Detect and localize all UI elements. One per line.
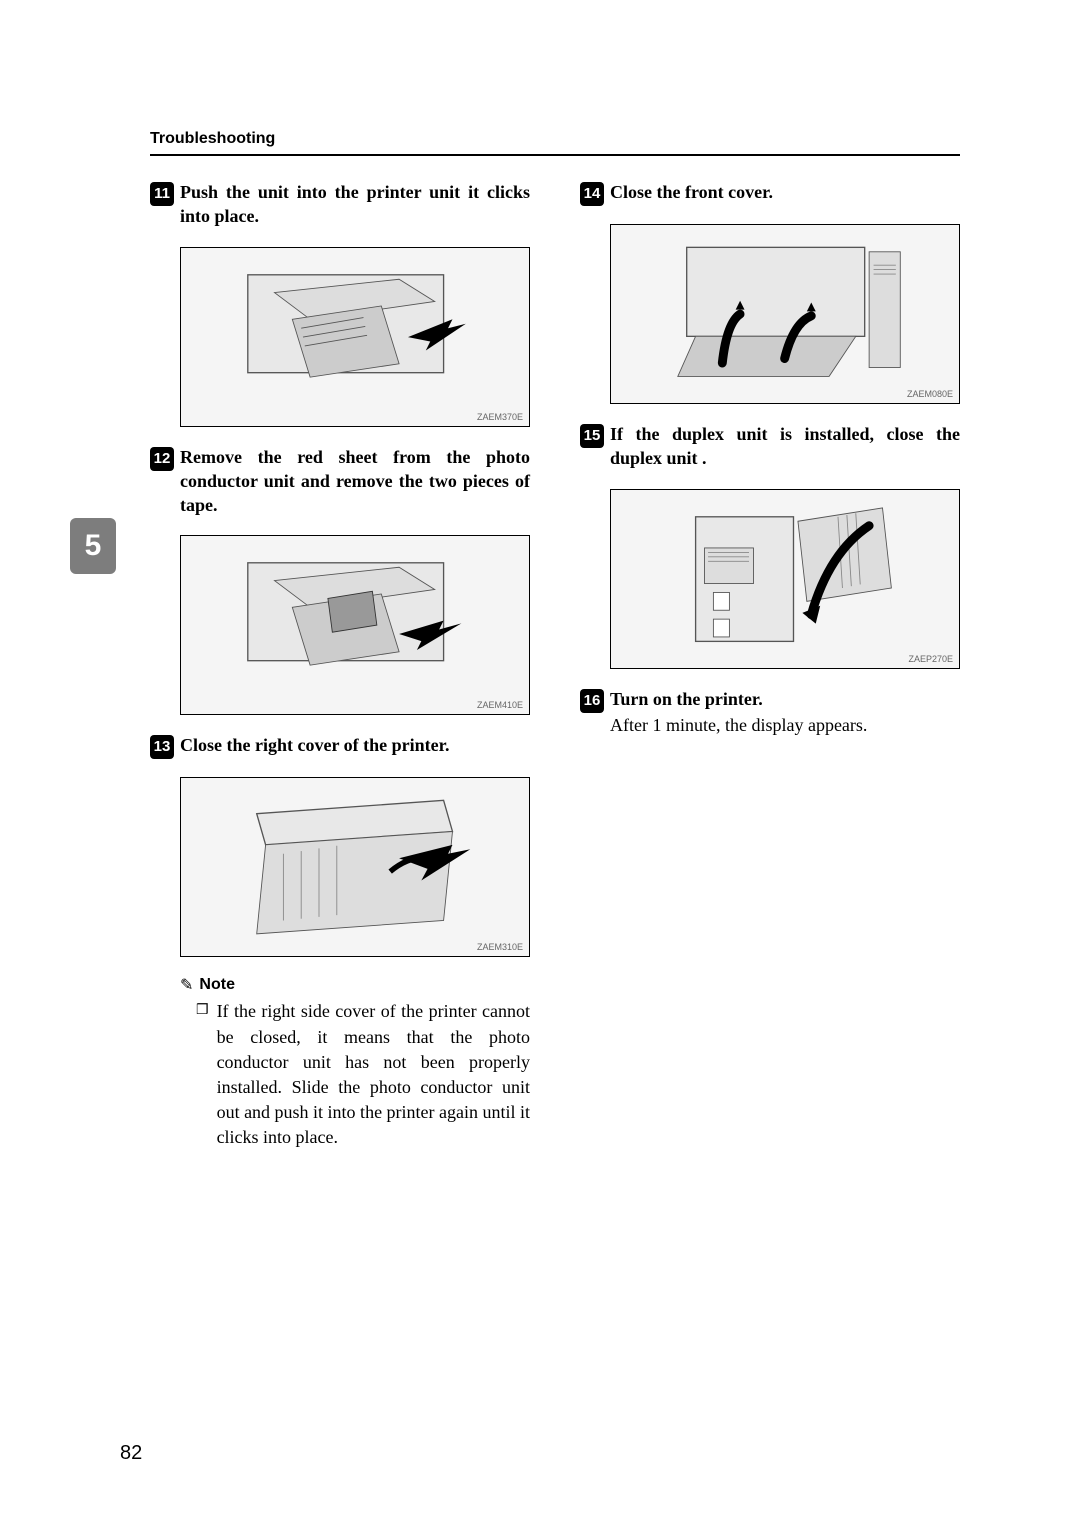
note-title: Note [199,976,235,994]
step-text: Remove the red sheet from the photo cond… [180,445,530,518]
figure-step14: ZAEM080E [610,224,960,404]
right-cover-illustration [198,787,511,947]
step-16: 16 Turn on the printer. After 1 minute, … [580,687,960,738]
right-column: 14 Close the front cover. ZAEM0 [580,180,960,1151]
figure-label: ZAEM370E [477,412,523,422]
front-cover-illustration [628,234,941,394]
step-text: Close the front cover. [610,180,773,204]
note-text: If the right side cover of the printer c… [217,999,530,1150]
red-sheet-illustration [198,545,511,705]
pencil-icon: ✎ [180,975,193,995]
step-text: If the duplex unit is installed, close t… [610,422,960,471]
figure-step15: ZAEP270E [610,489,960,669]
figure-label: ZAEM310E [477,942,523,952]
figure-step11: ZAEM370E [180,247,530,427]
step-number-icon: 14 [580,182,604,206]
note-bullet-icon: ❒ [196,1002,209,1150]
note-heading: ✎ Note [180,975,530,995]
left-column: 11 Push the unit into the printer unit i… [150,180,530,1151]
step-12: 12 Remove the red sheet from the photo c… [150,445,530,518]
printer-unit-illustration [198,257,511,417]
note-body: ❒ If the right side cover of the printer… [196,999,530,1150]
step-11: 11 Push the unit into the printer unit i… [150,180,530,229]
page-number: 82 [120,1442,142,1465]
step-number-icon: 13 [150,735,174,759]
step-text: Push the unit into the printer unit it c… [180,180,530,229]
figure-label: ZAEP270E [908,654,953,664]
step-number-icon: 15 [580,424,604,448]
figure-label: ZAEM410E [477,700,523,710]
two-column-layout: 11 Push the unit into the printer unit i… [150,180,960,1151]
step-text: Turn on the printer. [610,687,763,711]
step-number-icon: 12 [150,447,174,471]
step-13: 13 Close the right cover of the printer. [150,733,530,759]
step-number-icon: 11 [150,182,174,206]
step-14: 14 Close the front cover. [580,180,960,206]
section-title: Troubleshooting [150,130,960,156]
step-number-icon: 16 [580,689,604,713]
figure-step12: ZAEM410E [180,535,530,715]
duplex-unit-illustration [628,499,941,659]
figure-step13: ZAEM310E [180,777,530,957]
step-body: After 1 minute, the display appears. [610,713,960,738]
step-15: 15 If the duplex unit is installed, clos… [580,422,960,471]
page-content: Troubleshooting 11 Push the unit into th… [0,0,1080,1191]
figure-label: ZAEM080E [907,389,953,399]
step-text: Close the right cover of the printer. [180,733,449,757]
